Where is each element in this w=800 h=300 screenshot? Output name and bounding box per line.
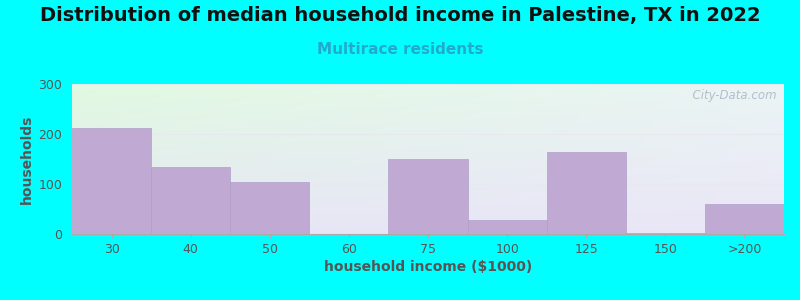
Bar (389, 159, 467, 234)
Bar (151, 167, 230, 234)
Text: City-Data.com: City-Data.com (686, 88, 777, 101)
Bar (546, 152, 626, 234)
X-axis label: household income ($1000): household income ($1000) (324, 260, 532, 274)
Text: Multirace residents: Multirace residents (317, 42, 483, 57)
Bar (467, 220, 546, 234)
Bar (626, 232, 705, 234)
Bar (705, 204, 784, 234)
Bar (72, 128, 151, 234)
Text: Distribution of median household income in Palestine, TX in 2022: Distribution of median household income … (40, 6, 760, 25)
Bar (230, 182, 310, 234)
Y-axis label: households: households (20, 114, 34, 204)
